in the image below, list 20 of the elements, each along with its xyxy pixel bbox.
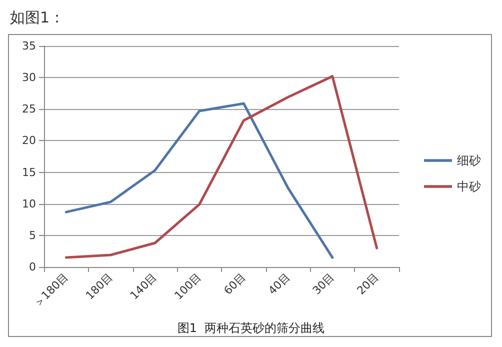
x-tick-label: 140目 bbox=[128, 270, 160, 302]
x-tick-label: 40目 bbox=[266, 270, 293, 298]
x-tick-label: 20目 bbox=[354, 270, 382, 298]
legend-label: 中砂 bbox=[457, 180, 481, 194]
legend-label: 细砂 bbox=[457, 154, 481, 168]
y-tick-label: 15 bbox=[22, 166, 36, 179]
x-tick-label: 60目 bbox=[221, 270, 248, 298]
x-tick-label: 30目 bbox=[310, 270, 338, 298]
y-tick-label: 25 bbox=[22, 102, 36, 116]
text: 如图1： bbox=[10, 8, 65, 26]
y-tick-label: 30 bbox=[22, 71, 36, 84]
x-tick-label: 100目 bbox=[172, 270, 204, 302]
y-tick-label: 20 bbox=[22, 134, 36, 148]
y-tick-label: 5 bbox=[29, 228, 36, 242]
x-tick-label: 180目 bbox=[83, 270, 116, 302]
text: 图1 两种石英砂的筛分曲线 bbox=[177, 321, 325, 335]
y-tick-label: 10 bbox=[22, 197, 36, 210]
line-series bbox=[64, 102, 334, 259]
line-series bbox=[64, 75, 378, 259]
y-tick-label: 35 bbox=[22, 40, 36, 52]
